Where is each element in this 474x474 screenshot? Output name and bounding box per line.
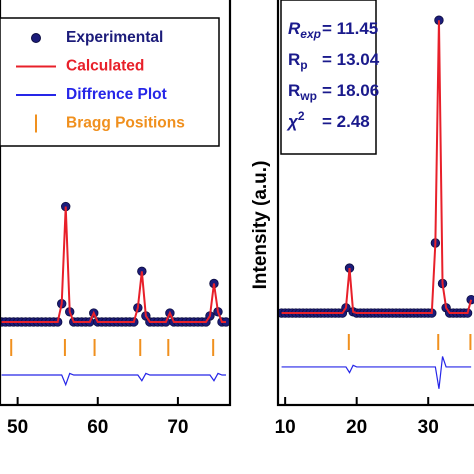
y-axis-label: Intensity (a.u.) — [250, 161, 271, 290]
x-tick-label: 10 — [275, 417, 296, 438]
stat-symbol: R — [288, 50, 300, 69]
legend-label: Bragg Positions — [66, 115, 185, 132]
plot-frame — [0, 0, 232, 407]
legend-label: Experimental — [66, 29, 163, 46]
legend-label: Diffrence Plot — [66, 86, 167, 103]
x-tick-label: 30 — [418, 417, 439, 438]
stats-box — [280, 0, 377, 155]
x-tick-label: 60 — [87, 417, 108, 438]
series-line — [281, 20, 473, 315]
stat-value: = 11.45 — [322, 19, 378, 38]
x-tick-label: 70 — [167, 417, 188, 438]
stat-subscript: p — [300, 58, 307, 72]
stat-symbol: χ — [286, 112, 299, 131]
stat-value: = 18.06 — [322, 81, 379, 100]
plot-area — [278, 15, 474, 389]
stat-line: Rexp= 11.45 — [288, 19, 378, 41]
x-tick-label: 50 — [7, 417, 28, 438]
stat-symbol: R — [288, 81, 300, 100]
series-line — [1, 372, 226, 387]
stat-value: = 13.04 — [322, 50, 380, 69]
plot-frame — [276, 0, 474, 407]
stat-subscript: wp — [299, 89, 317, 103]
stat-superscript: 2 — [298, 109, 305, 123]
stat-value: = 2.48 — [322, 112, 370, 131]
stat-symbol: R — [288, 19, 301, 38]
legend-marker — [31, 33, 41, 43]
series-line — [281, 356, 472, 389]
stat-line: χ2 = 2.48 — [286, 109, 370, 131]
stat-subscript: exp — [300, 27, 321, 41]
legend-label: Calculated — [66, 58, 144, 75]
series-line — [1, 206, 226, 323]
x-tick-label: 20 — [346, 417, 367, 438]
stat-line: Rp = 13.04 — [288, 50, 380, 72]
plot-area — [0, 201, 230, 387]
stat-line: Rwp = 18.06 — [288, 81, 379, 103]
